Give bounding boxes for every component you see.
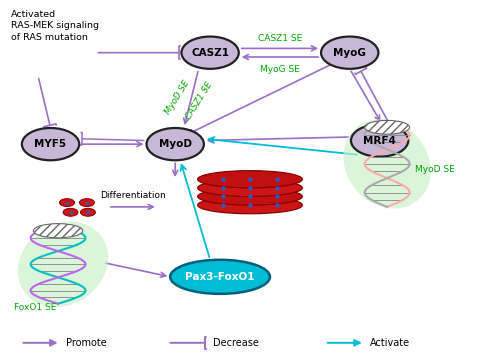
Text: CASZ1: CASZ1 bbox=[191, 48, 229, 58]
Ellipse shape bbox=[170, 260, 270, 294]
Ellipse shape bbox=[198, 179, 302, 197]
Text: CASZ1 SE: CASZ1 SE bbox=[258, 34, 302, 43]
Text: FoxO1 SE: FoxO1 SE bbox=[14, 303, 57, 312]
Text: Pax3-FoxO1: Pax3-FoxO1 bbox=[186, 272, 255, 282]
Ellipse shape bbox=[364, 120, 410, 134]
Text: MyoD SE: MyoD SE bbox=[414, 165, 455, 174]
Ellipse shape bbox=[321, 37, 378, 69]
Text: MyoG SE: MyoG SE bbox=[260, 64, 300, 73]
Text: Activated
RAS-MEK signaling
of RAS mutation: Activated RAS-MEK signaling of RAS mutat… bbox=[10, 10, 99, 41]
Text: MYF5: MYF5 bbox=[34, 139, 66, 149]
Text: CASZ1 SE: CASZ1 SE bbox=[184, 80, 214, 121]
Ellipse shape bbox=[182, 37, 239, 69]
Ellipse shape bbox=[60, 199, 74, 207]
Ellipse shape bbox=[80, 208, 96, 216]
Ellipse shape bbox=[34, 224, 82, 238]
Text: Promote: Promote bbox=[66, 338, 106, 348]
Text: Decrease: Decrease bbox=[212, 338, 258, 348]
Ellipse shape bbox=[344, 119, 431, 208]
Ellipse shape bbox=[22, 128, 79, 160]
Text: Activate: Activate bbox=[370, 338, 410, 348]
Ellipse shape bbox=[18, 221, 108, 307]
Text: Differentiation: Differentiation bbox=[100, 191, 166, 200]
Ellipse shape bbox=[63, 208, 78, 216]
Ellipse shape bbox=[80, 199, 94, 207]
Text: MyoG: MyoG bbox=[334, 48, 366, 58]
Ellipse shape bbox=[198, 188, 302, 205]
Ellipse shape bbox=[198, 197, 302, 214]
Ellipse shape bbox=[351, 125, 408, 157]
Ellipse shape bbox=[146, 128, 204, 160]
Text: MRF4: MRF4 bbox=[363, 136, 396, 145]
Ellipse shape bbox=[198, 171, 302, 188]
Text: MyoD SE: MyoD SE bbox=[164, 79, 192, 116]
Text: MyoD: MyoD bbox=[158, 139, 192, 149]
